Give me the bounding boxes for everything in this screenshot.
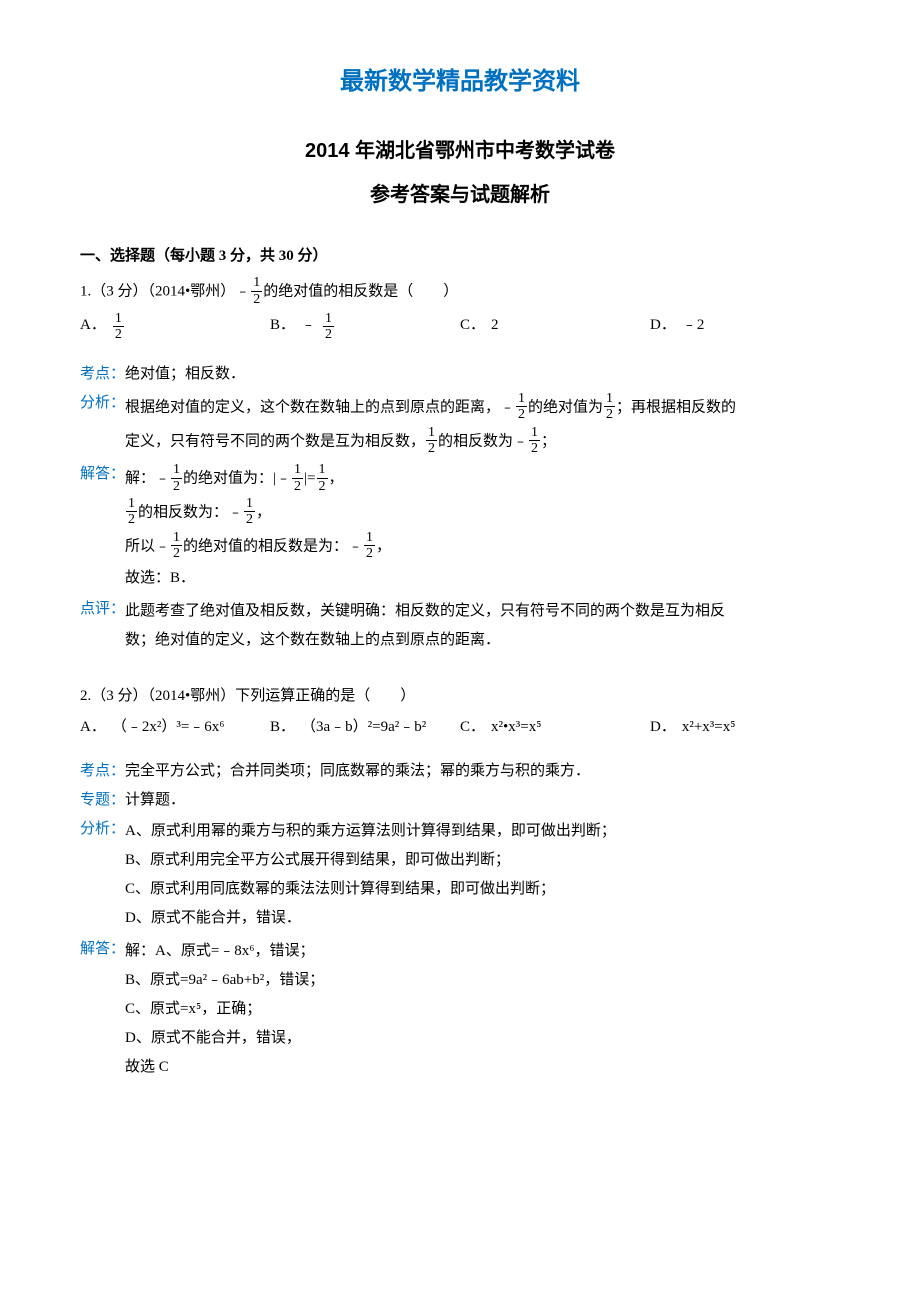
choice-d-text: ﹣2 [682,312,705,339]
choice-letter: A． [80,312,106,339]
q1-choice-c: C． 2 [460,312,650,344]
fraction-half: 12 [317,462,328,494]
exam-title: 2014 年湖北省鄂州市中考数学试卷 [80,133,840,169]
dianping-label: 点评： [80,595,125,657]
question-2-stem: 2.（3 分）（2014•鄂州）下列运算正确的是（ ） [80,683,840,710]
q1-choices: A． 12 B． ﹣ 12 C． 2 D． ﹣2 [80,312,840,344]
jieda-label: 解答： [80,460,125,594]
kaodian-text: 完全平方公式；合并同类项；同底数幂的乘法；幂的乘方与积的乘方． [125,757,616,786]
q1-choice-d: D． ﹣2 [650,312,840,344]
fraction-half: 12 [516,391,527,423]
fraction-half: 12 [171,530,182,562]
fraction-half: 12 [244,496,255,528]
fraction-half: 12 [364,530,375,562]
choice-d-text: x²+x³=x⁵ [682,714,736,741]
choice-c-text: x²•x³=x⁵ [491,714,541,741]
choice-letter: D． [650,312,676,339]
fraction-half: 12 [426,425,437,457]
page-main-title: 最新数学精品教学资料 [80,60,840,103]
choice-letter: A． [80,714,106,741]
choice-b-text: （3a﹣b）²=9a²﹣b² [301,714,426,741]
q1-analysis: 考点： 绝对值；相反数． 分析： 根据绝对值的定义，这个数在数轴上的点到原点的距… [80,360,840,657]
kaodian-label: 考点： [80,757,125,786]
question-1-stem: 1.（3 分）（2014•鄂州）﹣12的绝对值的相反数是（ ） [80,276,840,308]
q2-choice-c: C． x²•x³=x⁵ [460,714,650,741]
fenxi-content: A、原式利用幂的乘方与积的乘方运算法则计算得到结果，即可做出判断； B、原式利用… [125,815,616,935]
jieda-content: 解：A、原式=﹣8x⁶，错误； B、原式=9a²﹣6ab+b²，错误； C、原式… [125,935,616,1084]
fraction-half: 12 [529,425,540,457]
jieda-content: 解：﹣12的绝对值为：|﹣12|=12， 12的相反数为：﹣12， 所以﹣12的… [125,460,736,594]
q1-stem-b: 的绝对值的相反数是（ ） [263,284,458,300]
fraction-half: 12 [323,311,334,343]
kaodian-label: 考点： [80,360,125,389]
q2-choice-b: B． （3a﹣b）²=9a²﹣b² [270,714,460,741]
fenxi-label: 分析： [80,389,125,461]
fraction-half: 12 [251,275,262,307]
fraction-half: 12 [113,311,124,343]
jieda-label: 解答： [80,935,125,1084]
q1-choice-a: A． 12 [80,312,270,344]
fraction-half: 12 [604,391,615,423]
choice-c-text: 2 [491,312,499,339]
choice-a-text: （﹣2x²）³=﹣6x⁶ [112,714,225,741]
fraction-half: 12 [171,462,182,494]
q2-choices: A． （﹣2x²）³=﹣6x⁶ B． （3a﹣b）²=9a²﹣b² C． x²•… [80,714,840,741]
q2-choice-d: D． x²+x³=x⁵ [650,714,840,741]
fenxi-label: 分析： [80,815,125,935]
dianping-content: 此题考查了绝对值及相反数，关键明确：相反数的定义，只有符号不同的两个数是互为相反… [125,595,736,657]
section-1-heading: 一、选择题（每小题 3 分，共 30 分） [80,243,840,270]
exam-subtitle: 参考答案与试题解析 [80,177,840,213]
q2-analysis: 考点： 完全平方公式；合并同类项；同底数幂的乘法；幂的乘方与积的乘方． 专题： … [80,757,840,1084]
kaodian-text: 绝对值；相反数． [125,360,736,389]
q1-prefix: 1.（3 分）（2014•鄂州） [80,284,235,300]
zhuanti-text: 计算题． [125,786,616,815]
fraction-half: 12 [292,462,303,494]
choice-letter: D． [650,714,676,741]
fenxi-content: 根据绝对值的定义，这个数在数轴上的点到原点的距离，﹣12的绝对值为12；再根据相… [125,389,736,461]
choice-letter: B． [270,714,295,741]
q1-stem-a: ﹣ [235,284,250,300]
fraction-half: 12 [126,496,137,528]
choice-letter: B． [270,312,295,339]
zhuanti-label: 专题： [80,786,125,815]
choice-letter: C． [460,312,485,339]
choice-letter: C． [460,714,485,741]
q2-choice-a: A． （﹣2x²）³=﹣6x⁶ [80,714,270,741]
choice-b-prefix: ﹣ [301,312,316,339]
q1-choice-b: B． ﹣ 12 [270,312,460,344]
